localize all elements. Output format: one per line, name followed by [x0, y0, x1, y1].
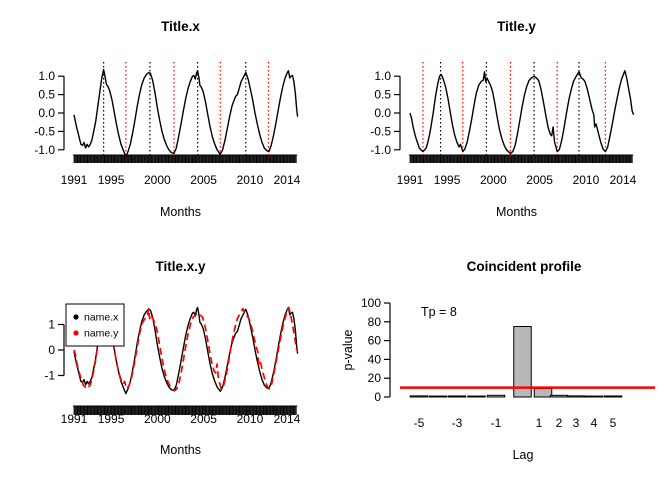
panel-title-y: Title.y 1.0 0.5 0.0 -0.5 -1.0 1991 1995 2000 2005…	[370, 19, 636, 219]
y-axis-title: p-value	[341, 329, 355, 370]
x-tick-label: 1991	[61, 412, 88, 426]
y-tick-label: 1.0	[38, 69, 55, 83]
y-tick-label: 0	[374, 390, 381, 404]
x-axis-title: Months	[160, 443, 201, 457]
legend-label: name.y	[84, 328, 119, 340]
x-tick-label: -1	[491, 416, 502, 430]
x-tick-label: 2014	[610, 173, 637, 187]
legend-box	[65, 303, 125, 347]
y-tick-label: 0.5	[38, 88, 55, 102]
y-tick-label: -0.5	[370, 124, 391, 138]
panel-title-x: Title.x 1.0 0.5 0.0 -0.5 -1.0 1991 1995 2000 2005…	[34, 19, 300, 219]
legend: name.x name.y	[65, 303, 125, 347]
bar-lag--2	[467, 395, 486, 398]
panel-title: Title.x	[161, 19, 200, 34]
panel-title-x-y: Title.x.y 1 0 -1 1991 1995 2000 2005 2010 2014 Mon…	[44, 259, 300, 457]
y-tick-label: 0.0	[374, 106, 391, 120]
y-tick-label: -1	[44, 369, 55, 383]
x-tick-label: 2000	[144, 173, 171, 187]
panel-title: Title.y	[497, 19, 536, 34]
bar-lag--4	[428, 395, 448, 398]
monthly-rug	[409, 155, 633, 163]
x-tick-label: 1995	[98, 412, 125, 426]
y-tick-label: 20	[368, 371, 382, 385]
panel-coincident-profile: Coincident profile 0 20 40 60 80 100 p-value Tp …	[341, 259, 655, 462]
x-tick-label: 1995	[434, 173, 461, 187]
y-tick-label: 1.0	[374, 69, 391, 83]
bar-lag-2	[549, 394, 569, 398]
x-axis-title: Lag	[513, 448, 534, 462]
y-tick-label: 0.5	[374, 88, 391, 102]
x-tick-label: 2000	[144, 412, 171, 426]
x-tick-label: 2010	[573, 173, 600, 187]
legend-marker	[73, 330, 79, 336]
legend-label: name.x	[84, 312, 119, 324]
y-tick-label: 1	[48, 318, 55, 332]
x-tick-label: 1991	[61, 173, 88, 187]
bar-lag-3	[566, 395, 586, 398]
bar-lag-5	[603, 395, 623, 398]
x-tick-label: 2	[556, 416, 563, 430]
y-tick-label: 0	[48, 343, 55, 357]
x-tick-label: 2010	[237, 173, 264, 187]
y-tick-label: 60	[368, 334, 382, 348]
bar-lag--3	[447, 395, 467, 398]
tp-annotation: Tp = 8	[421, 305, 457, 319]
x-tick-label: 2005	[190, 173, 217, 187]
x-tick-label: 1991	[397, 173, 424, 187]
x-tick-label: 3	[573, 416, 580, 430]
bars	[409, 326, 623, 398]
monthly-rug	[73, 155, 297, 163]
x-tick-label: 2010	[237, 412, 264, 426]
x-tick-label: 2014	[274, 412, 301, 426]
x-tick-label: 4	[591, 416, 598, 430]
x-tick-label: 2000	[480, 173, 507, 187]
x-tick-label: 1	[536, 416, 543, 430]
bar-lag-1	[533, 388, 553, 398]
x-tick-label: 5	[610, 416, 617, 430]
x-tick-label: 2005	[190, 412, 217, 426]
bar-lag-4	[584, 395, 604, 398]
panel-title: Title.x.y	[155, 259, 206, 274]
series-name.x	[73, 68, 299, 158]
y-tick-label: 80	[368, 315, 382, 329]
y-tick-label: 40	[368, 352, 382, 366]
series-name.y	[409, 69, 635, 155]
bar-lag--5	[409, 395, 429, 398]
bar-lag-0	[513, 326, 532, 398]
x-axis-title: Months	[160, 205, 201, 219]
y-tick-label: -1.0	[34, 143, 55, 157]
y-tick-label: -1.0	[370, 143, 391, 157]
monthly-rug	[73, 406, 297, 415]
x-tick-label: 2014	[274, 173, 301, 187]
x-tick-label: -5	[414, 416, 425, 430]
x-axis-title: Months	[496, 205, 537, 219]
x-tick-label: 1995	[98, 173, 125, 187]
bar-lag--1	[486, 394, 506, 398]
y-tick-label: 100	[361, 296, 381, 310]
x-tick-label: 2005	[526, 173, 553, 187]
y-tick-label: -0.5	[34, 124, 55, 138]
legend-marker	[73, 314, 79, 320]
y-tick-label: 0.0	[38, 106, 55, 120]
x-tick-label: -3	[452, 416, 463, 430]
panel-title: Coincident profile	[467, 259, 582, 274]
